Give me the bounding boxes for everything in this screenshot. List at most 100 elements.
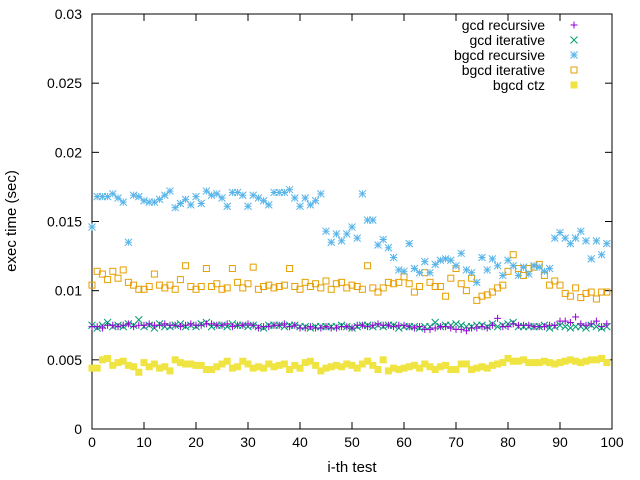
data-point <box>488 321 496 329</box>
data-point <box>213 280 221 288</box>
data-point <box>509 357 517 365</box>
data-point <box>338 278 346 286</box>
data-point <box>192 361 200 369</box>
data-point <box>597 250 606 259</box>
legend-marker <box>570 66 578 74</box>
data-point <box>187 320 195 328</box>
data-point <box>155 195 164 204</box>
data-point <box>285 185 294 194</box>
data-point <box>582 289 590 297</box>
data-point <box>405 280 413 288</box>
x-tick-label: 40 <box>292 434 308 450</box>
data-point <box>327 363 335 371</box>
data-point <box>525 359 533 367</box>
data-point <box>530 359 538 367</box>
data-point <box>436 256 445 265</box>
data-point <box>551 321 559 329</box>
data-point <box>322 364 330 372</box>
y-tick-label: 0.03 <box>55 6 82 22</box>
series-bgcd-iterative <box>88 251 611 304</box>
data-point <box>280 281 288 289</box>
data-point <box>551 360 559 368</box>
x-tick-label: 80 <box>500 434 516 450</box>
data-point <box>566 324 575 332</box>
data-point <box>104 354 112 362</box>
data-point <box>134 315 143 324</box>
data-point <box>400 321 408 329</box>
data-point <box>197 361 205 369</box>
x-tick-label: 70 <box>448 434 464 450</box>
data-point <box>270 363 278 371</box>
data-point <box>452 366 460 374</box>
data-point <box>124 361 132 369</box>
data-point <box>228 364 236 372</box>
data-point <box>572 284 580 292</box>
data-point <box>327 238 336 247</box>
data-point <box>182 321 190 329</box>
legend-entry: gcd iterative <box>470 32 578 48</box>
data-point <box>462 327 470 335</box>
x-tick-label: 30 <box>240 434 256 450</box>
data-point <box>499 359 507 367</box>
data-point <box>457 280 465 288</box>
data-point <box>514 357 522 365</box>
series-bgcd-ctz <box>88 354 611 376</box>
data-point <box>472 278 481 287</box>
data-point <box>98 270 106 278</box>
data-point <box>566 292 574 300</box>
data-point <box>197 199 206 208</box>
data-point <box>426 363 434 371</box>
data-point <box>405 239 414 248</box>
data-point <box>561 357 569 365</box>
data-point <box>353 364 361 372</box>
x-tick-label: 100 <box>600 434 624 450</box>
data-point <box>540 357 548 365</box>
data-point <box>218 194 226 202</box>
data-point <box>348 223 356 231</box>
data-point <box>134 192 143 201</box>
x-tick-label: 10 <box>136 434 152 450</box>
data-point <box>259 196 268 205</box>
data-point <box>426 278 434 286</box>
data-point <box>410 324 418 332</box>
data-point <box>348 281 356 289</box>
data-point <box>135 368 143 376</box>
y-tick-label: 0 <box>74 421 82 437</box>
data-point <box>342 230 351 238</box>
data-point <box>260 364 268 372</box>
data-point <box>88 223 96 231</box>
data-point <box>603 320 611 328</box>
data-point <box>290 194 299 202</box>
data-point <box>249 321 257 329</box>
data-point <box>176 359 184 367</box>
data-point <box>156 321 164 329</box>
data-point <box>332 280 340 288</box>
data-point <box>93 364 101 372</box>
data-point <box>322 277 330 285</box>
data-point <box>369 321 377 329</box>
data-point <box>473 296 481 304</box>
data-point <box>291 321 299 329</box>
data-point <box>603 288 611 296</box>
data-point <box>587 254 596 263</box>
data-point <box>400 267 408 276</box>
data-point <box>467 268 476 277</box>
data-point <box>431 318 440 327</box>
data-point <box>598 323 606 331</box>
data-point <box>322 323 330 331</box>
data-point <box>161 363 169 371</box>
data-point <box>160 191 169 200</box>
data-point <box>587 356 595 364</box>
data-point <box>306 357 314 365</box>
data-point <box>457 321 466 330</box>
data-point <box>114 274 122 282</box>
data-point <box>130 363 138 371</box>
series-gcd-recursive <box>88 313 611 335</box>
data-point <box>150 360 158 368</box>
data-point <box>405 323 413 331</box>
data-point <box>478 292 486 300</box>
y-tick-label: 0.02 <box>55 144 82 160</box>
data-point <box>301 359 309 367</box>
data-point <box>509 251 517 259</box>
